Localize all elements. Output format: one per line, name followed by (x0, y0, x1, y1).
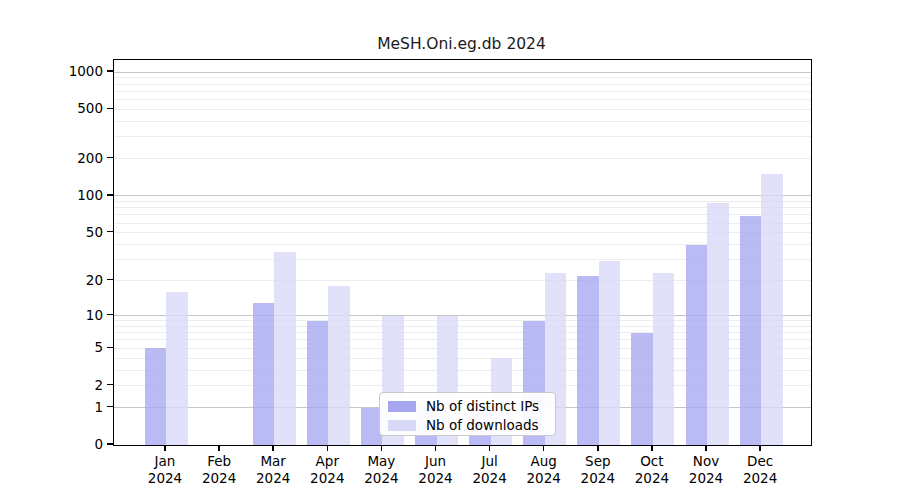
y-tick-label: 1 (0, 399, 103, 415)
download-stats-chart: MeSH.Oni.eg.db 2024 0 1 2 5 10 20 50 100 200 500 1… (0, 0, 900, 500)
x-tick-year: 2024 (725, 470, 795, 487)
y-tick-label: 20 (0, 272, 103, 288)
x-tick-mark (381, 446, 383, 451)
y-tick-label: 10 (0, 307, 103, 323)
bar-distinct-ips-sep (577, 276, 599, 445)
y-tick-label: 0 (0, 436, 103, 452)
x-tick-mark (164, 446, 166, 451)
major-gridline (114, 72, 811, 73)
y-tick-mark (107, 384, 113, 386)
minor-gridline (114, 136, 811, 137)
bar-distinct-ips-jan (145, 348, 167, 445)
x-tick-mark (218, 446, 220, 451)
bar-distinct-ips-nov (686, 245, 708, 445)
bar-downloads-sep (599, 261, 621, 445)
y-tick-label: 1000 (0, 63, 103, 79)
x-tick-mark (435, 446, 437, 451)
y-tick-mark (107, 406, 113, 408)
minor-gridline (114, 121, 811, 122)
x-tick-mark (597, 446, 599, 451)
minor-gridline (114, 109, 811, 110)
y-tick-mark (107, 108, 113, 110)
minor-gridline (114, 99, 811, 100)
y-tick-mark (107, 70, 113, 72)
y-tick-label: 50 (0, 224, 103, 240)
minor-gridline (114, 158, 811, 159)
legend-swatch-downloads (388, 420, 416, 431)
bar-downloads-jan (166, 292, 188, 445)
bar-downloads-apr (328, 286, 350, 445)
y-tick-label: 2 (0, 377, 103, 393)
x-tick-label-dec: Dec2024 (725, 453, 795, 487)
bar-downloads-oct (653, 273, 675, 445)
chart-title: MeSH.Oni.eg.db 2024 (113, 35, 810, 53)
y-tick-mark (107, 194, 113, 196)
y-tick-mark (107, 231, 113, 233)
legend-label-distinct-ips: Nb of distinct IPs (426, 397, 539, 415)
y-tick-label: 500 (0, 100, 103, 116)
y-tick-label: 5 (0, 339, 103, 355)
bar-distinct-ips-mar (253, 303, 275, 445)
y-tick-mark (107, 347, 113, 349)
y-tick-label: 100 (0, 187, 103, 203)
x-tick-mark (705, 446, 707, 451)
x-tick-mark (543, 446, 545, 451)
bar-distinct-ips-dec (740, 216, 762, 445)
major-gridline (114, 195, 811, 196)
legend-row-downloads: Nb of downloads (380, 416, 555, 433)
x-tick-mark (327, 446, 329, 451)
x-tick-mark (651, 446, 653, 451)
bar-downloads-mar (274, 252, 296, 445)
x-tick-mark (489, 446, 491, 451)
bar-distinct-ips-oct (631, 333, 653, 445)
y-tick-mark (107, 279, 113, 281)
minor-gridline (114, 91, 811, 92)
x-tick-mark (272, 446, 274, 451)
plot-area (113, 59, 812, 446)
bar-downloads-nov (707, 203, 729, 445)
y-tick-mark (107, 443, 113, 445)
bar-distinct-ips-apr (307, 321, 329, 445)
y-tick-mark (107, 314, 113, 316)
minor-gridline (114, 84, 811, 85)
bar-downloads-dec (761, 174, 783, 445)
x-tick-mark (759, 446, 761, 451)
y-tick-label: 200 (0, 150, 103, 166)
legend-swatch-distinct-ips (388, 401, 416, 412)
legend: Nb of distinct IPs Nb of downloads (379, 392, 556, 436)
minor-gridline (114, 77, 811, 78)
y-tick-mark (107, 157, 113, 159)
legend-row-distinct-ips: Nb of distinct IPs (380, 397, 555, 414)
legend-label-downloads: Nb of downloads (426, 416, 539, 434)
